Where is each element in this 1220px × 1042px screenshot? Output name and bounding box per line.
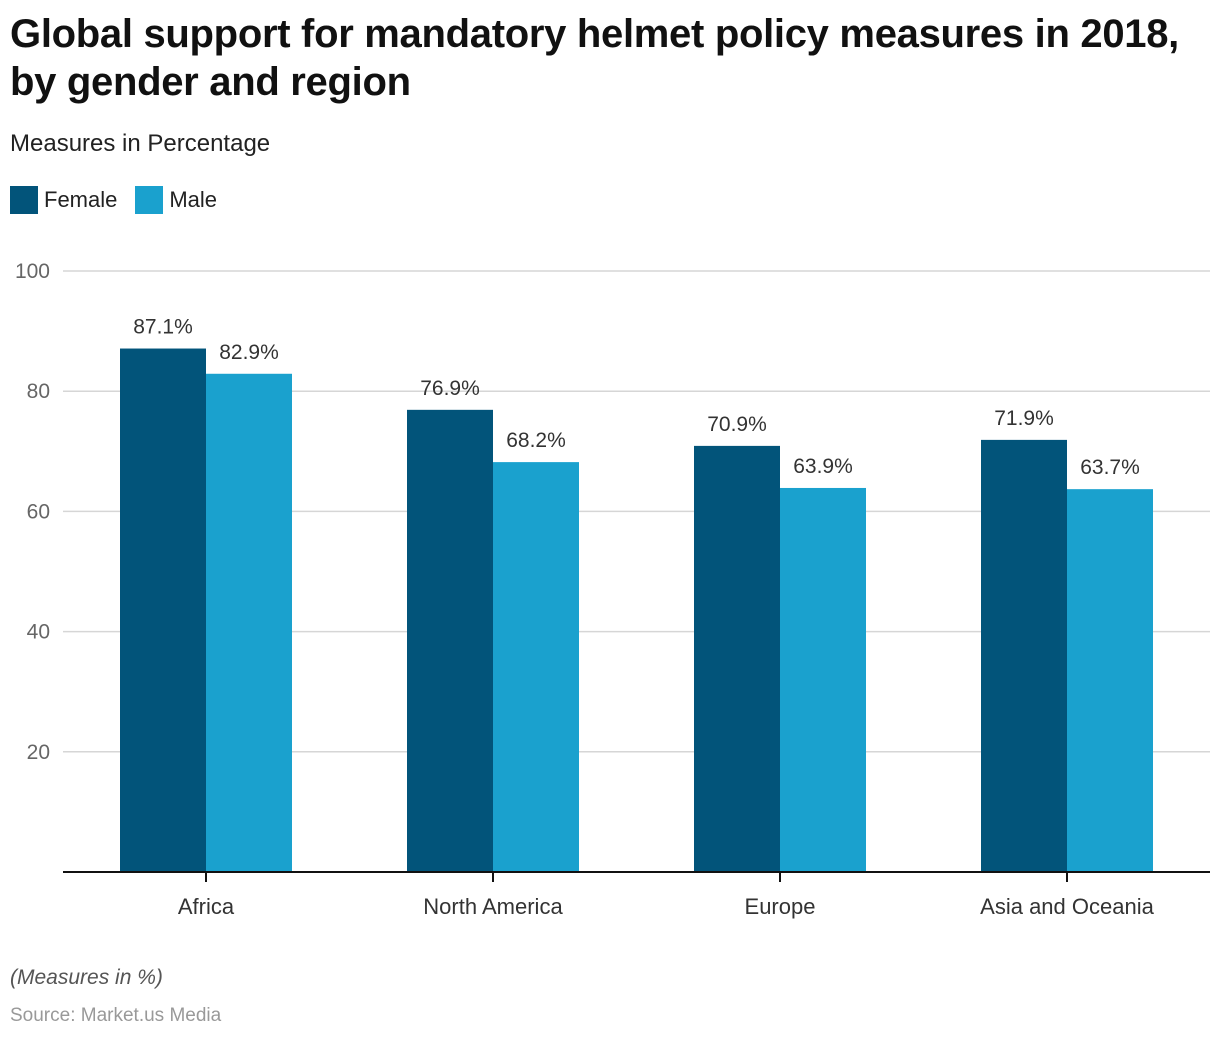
chart-subtitle: Measures in Percentage (10, 130, 271, 157)
data-label: 70.9% (707, 413, 767, 436)
legend-item-female: Female (10, 186, 117, 214)
footnote: (Measures in %) (10, 966, 163, 989)
legend-swatch-female (10, 186, 38, 214)
bar-male (206, 373, 292, 872)
x-tick-label: Asia and Oceania (980, 894, 1154, 919)
source-note: Source: Market.us Media (10, 1005, 222, 1026)
data-label: 82.9% (219, 341, 279, 364)
legend-label-male: Male (169, 187, 218, 212)
bars (120, 348, 1153, 872)
data-label: 63.7% (1080, 456, 1140, 479)
y-tick-label: 40 (27, 621, 50, 644)
data-labels: 87.1% 82.9% 76.9% 68.2% 70.9% 63.9% 71.9% 63.7% (133, 316, 1140, 480)
bar-female (694, 445, 780, 872)
legend-item-male: Male (135, 186, 217, 214)
bar-female (120, 348, 206, 872)
data-label: 63.9% (793, 455, 853, 478)
legend-swatch-male (135, 186, 164, 214)
data-label: 71.9% (994, 407, 1054, 430)
y-tick-label: 80 (27, 380, 50, 403)
x-axis: Africa North America Europe Asia and Oceani… (63, 871, 1210, 919)
x-tick-label: Africa (178, 894, 235, 919)
y-axis-ticks: 20 40 60 80 100 (15, 260, 50, 764)
bar-female (981, 439, 1067, 872)
legend-label-female: Female (44, 187, 118, 212)
x-tick-label: North America (423, 894, 563, 919)
bar-male (1067, 489, 1153, 872)
x-tick-label: Europe (745, 894, 816, 919)
bar-female (407, 409, 493, 872)
y-tick-label: 100 (15, 260, 50, 283)
chart-title: Global support for mandatory helmet poli… (10, 12, 1179, 104)
bar-male (493, 462, 579, 872)
legend: Female Male (10, 186, 235, 214)
data-label: 87.1% (133, 316, 193, 339)
y-tick-label: 20 (27, 741, 50, 764)
data-label: 76.9% (420, 377, 480, 400)
bar-male (780, 487, 866, 872)
data-label: 68.2% (506, 429, 566, 452)
y-tick-label: 60 (27, 500, 50, 523)
